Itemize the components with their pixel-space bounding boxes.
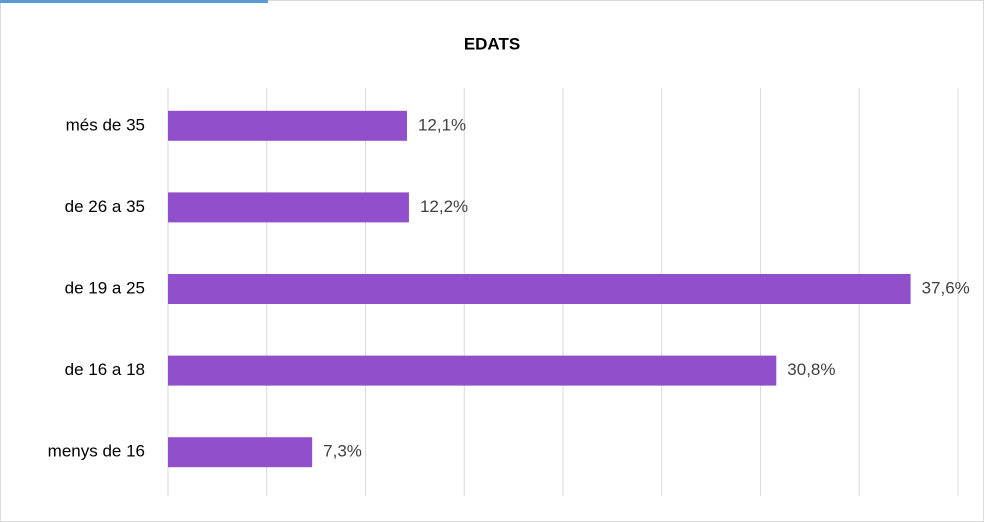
y-tick-label: de 16 a 18	[65, 360, 145, 379]
bar	[168, 110, 407, 141]
bar	[168, 274, 911, 304]
data-label: 12,1%	[418, 115, 466, 134]
y-tick-label: de 26 a 35	[65, 197, 145, 216]
data-label: 30,8%	[787, 360, 835, 379]
y-tick-label: més de 35	[66, 115, 145, 134]
y-tick-label: menys de 16	[48, 442, 145, 461]
bar	[168, 192, 409, 223]
chart-title: EDATS	[464, 34, 520, 53]
y-tick-label: de 19 a 25	[65, 278, 145, 297]
bar	[168, 355, 777, 386]
bar	[168, 437, 313, 468]
data-label: 7,3%	[323, 442, 362, 461]
data-label: 12,2%	[420, 197, 468, 216]
data-label: 37,6%	[922, 278, 970, 297]
